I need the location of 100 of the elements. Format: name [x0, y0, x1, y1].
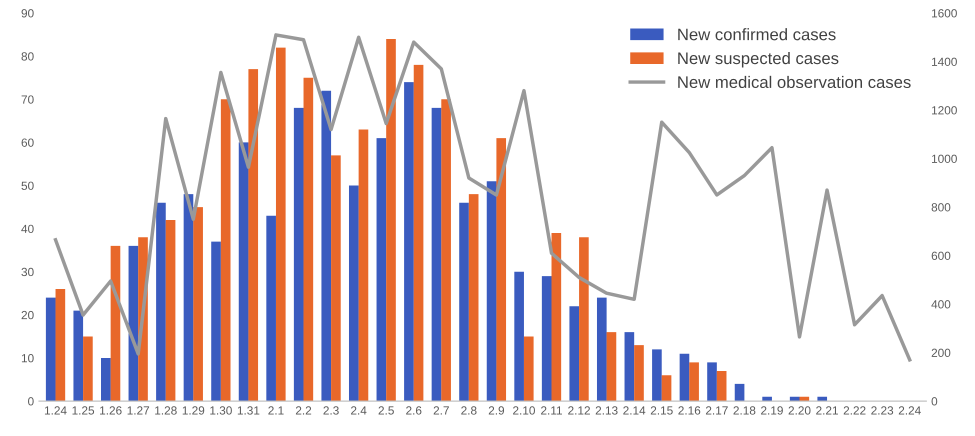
bar — [331, 155, 341, 402]
bar — [441, 99, 451, 402]
y2-tick-label: 400 — [931, 300, 950, 309]
x-tick-label: 1.31 — [238, 406, 260, 415]
bar — [468, 194, 478, 402]
x-tick-label: 2.8 — [461, 406, 477, 415]
y-tick-label: 70 — [22, 95, 34, 104]
x-tick-label: 2.14 — [623, 406, 646, 415]
x-tick-label: 2.2 — [296, 406, 312, 415]
y-tick-label: 90 — [22, 9, 34, 18]
legend-label: New confirmed cases — [678, 28, 836, 40]
x-tick-label: 2.1 — [268, 406, 284, 415]
bar — [662, 375, 672, 402]
y-tick-label: 60 — [22, 138, 34, 147]
bar — [100, 358, 111, 402]
bar — [579, 237, 589, 402]
y2-tick-label: 1400 — [932, 58, 957, 66]
x-tick-label: 2.15 — [650, 406, 673, 415]
bar — [294, 108, 304, 402]
bar — [514, 272, 524, 402]
x-tick-label: 2.18 — [734, 406, 756, 415]
bar — [46, 298, 56, 402]
bar — [459, 202, 469, 402]
bar — [193, 207, 203, 402]
x-tick-label: 2.11 — [541, 406, 562, 415]
bar — [734, 384, 744, 402]
bar — [524, 336, 534, 402]
y2-tick-label: 800 — [932, 203, 950, 212]
bar — [404, 82, 414, 402]
x-tick-label: 1.24 — [44, 406, 67, 415]
legend-label: New medical observation cases — [678, 76, 911, 88]
bar — [184, 194, 194, 402]
y2-tick-label: 1200 — [932, 106, 957, 114]
x-tick-label: 1.25 — [72, 406, 94, 415]
bar — [486, 181, 496, 402]
x-tick-label: 2.21 — [816, 406, 838, 415]
bar — [634, 345, 644, 402]
bar — [348, 186, 359, 402]
y2-tick-label: 1000 — [932, 154, 957, 163]
x-tick-label: 2.19 — [761, 406, 783, 415]
y-tick-label: 10 — [22, 354, 34, 362]
y2-tick-label: 600 — [932, 252, 950, 260]
x-tick-label: 2.17 — [706, 406, 728, 415]
x-tick-label: 2.10 — [513, 406, 535, 415]
y-tick-label: 30 — [21, 268, 34, 276]
bar — [386, 38, 396, 402]
x-tick-label: 1.29 — [182, 406, 204, 415]
bar — [569, 306, 580, 402]
y2-tick-label: 200 — [932, 348, 950, 358]
y2-tick-label: 0 — [932, 397, 938, 406]
bar — [56, 289, 66, 402]
x-tick-label: 2.12 — [568, 406, 590, 415]
bar — [542, 276, 552, 402]
bar — [376, 138, 386, 402]
bar — [652, 349, 662, 402]
x-tick-label: 2.24 — [898, 406, 921, 415]
bar — [432, 108, 442, 402]
bar — [220, 99, 231, 402]
y2-tick-label: 1600 — [932, 9, 957, 18]
y-tick-label: 40 — [21, 224, 34, 234]
bar — [358, 129, 368, 402]
y-tick-label: 20 — [22, 310, 34, 320]
bar — [496, 138, 506, 402]
x-tick-label: 1.28 — [155, 406, 177, 415]
bar — [707, 362, 717, 402]
x-tick-label: 2.3 — [323, 406, 339, 415]
bar — [321, 90, 332, 402]
x-tick-label: 2.13 — [596, 406, 618, 415]
bar — [606, 332, 616, 402]
x-tick-label: 1.30 — [210, 406, 232, 415]
x-tick-label: 2.5 — [378, 406, 394, 415]
x-tick-label: 2.16 — [678, 406, 700, 415]
bar — [689, 362, 699, 402]
x-tick-label: 1.26 — [100, 406, 122, 415]
bar — [276, 48, 286, 402]
bar — [414, 64, 424, 402]
bar — [211, 242, 221, 402]
y-tick-label: 80 — [22, 52, 34, 61]
bar — [624, 332, 634, 402]
bar — [73, 310, 84, 402]
bar — [83, 336, 93, 402]
bar — [552, 232, 562, 402]
bar — [238, 142, 248, 402]
x-tick-label: 2.7 — [434, 406, 449, 415]
bar — [110, 246, 120, 402]
bar — [156, 202, 166, 402]
bar — [680, 354, 690, 402]
bar — [166, 220, 176, 402]
bar — [716, 370, 726, 402]
x-tick-label: 2.23 — [871, 406, 894, 415]
legend-label: New suspected cases — [678, 52, 838, 68]
bar — [304, 78, 314, 402]
x-tick-label: 2.20 — [788, 406, 811, 415]
bar — [248, 69, 258, 402]
x-tick-label: 2.22 — [844, 406, 866, 415]
x-tick-label: 2.9 — [488, 406, 504, 415]
x-tick-label: 2.6 — [406, 406, 422, 415]
bar — [128, 246, 138, 402]
bar — [596, 298, 607, 402]
y-tick-label: 0 — [28, 397, 34, 406]
